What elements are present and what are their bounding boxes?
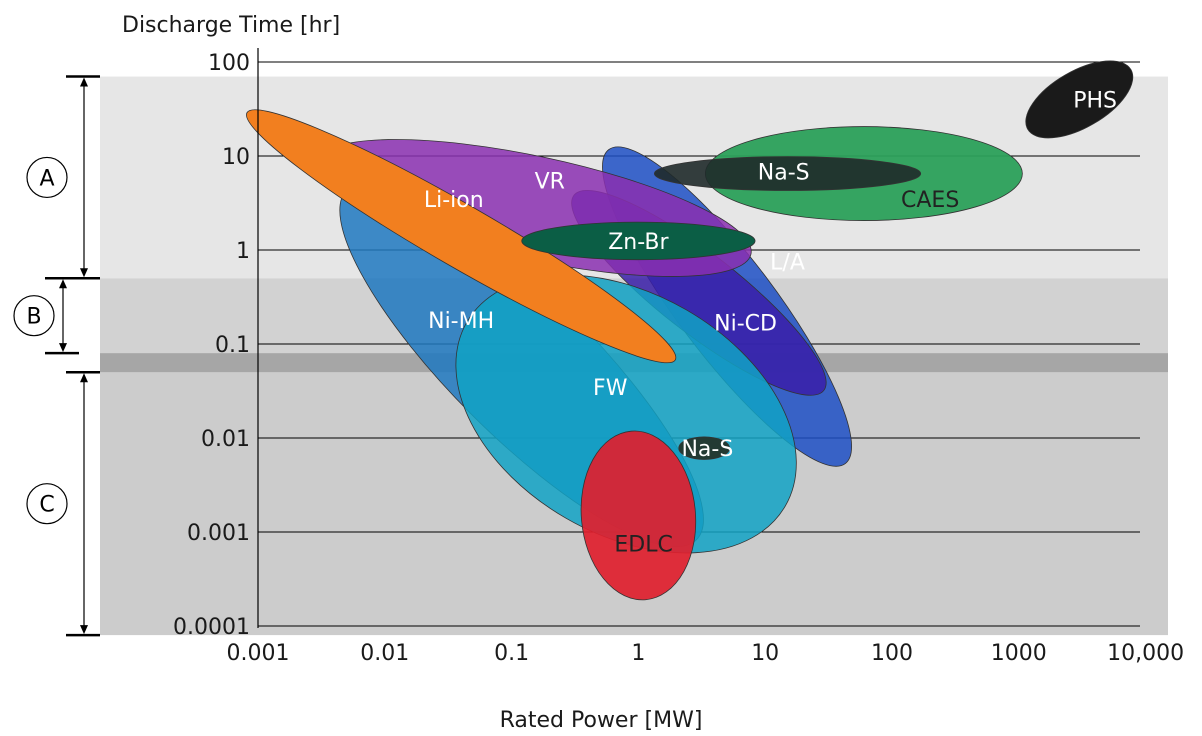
band-a-arrowhead-up <box>80 77 88 87</box>
band-b-arrowhead-up <box>59 279 67 289</box>
x-tick-label-5: 100 <box>871 641 913 666</box>
band-a-letter: A <box>39 166 54 191</box>
band-b-arrowhead-down <box>59 343 67 353</box>
band-a-circle <box>26 156 68 199</box>
x-axis-title: Rated Power [MW] <box>500 708 703 733</box>
y-tick-label-6: 100 <box>208 51 250 76</box>
band-c-circle <box>26 483 68 525</box>
y-tick-label-2: 0.01 <box>201 427 250 452</box>
x-tick-label-6: 1000 <box>991 641 1047 666</box>
region-label-edlc-4: EDLC <box>614 533 672 558</box>
band-b-letter: B <box>26 305 41 330</box>
y-tick-label-5: 10 <box>222 145 250 170</box>
band-c-arrowhead-down <box>80 625 88 635</box>
region-na-s-10 <box>653 156 922 191</box>
x-tick-label-2: 0.1 <box>494 641 529 666</box>
x-tick-label-1: 0.01 <box>360 641 409 666</box>
region-label-vr-6: VR <box>535 169 565 194</box>
band-indicators: A B C <box>13 75 100 637</box>
band-c-letter: C <box>39 493 54 518</box>
y-tick-label-4: 1 <box>236 239 250 264</box>
region-label-ni-mh-0: Ni-MH <box>428 309 494 334</box>
region-labels: Ni-MH L/A Ni-CD FW EDLC Na-S VR Li-ion Zn-Br CAES… <box>424 88 1117 557</box>
region-label-l-a-1: L/A <box>770 251 805 276</box>
region-label-fw-3: FW <box>593 376 628 401</box>
y-axis-title: Discharge Time [hr] <box>122 13 340 38</box>
band-a-arrowhead-down <box>80 268 88 278</box>
band-c-arrowhead-up <box>80 373 88 383</box>
y-tick-label-0: 0.0001 <box>173 615 250 640</box>
y-tick-label-1: 0.001 <box>187 521 250 546</box>
region-label-caes-9: CAES <box>901 188 959 213</box>
ticks-layer: 0.001 0.01 0.1 1 10 100 1000 10,0000.00010.0010… <box>173 51 1184 666</box>
y-tick-label-3: 0.1 <box>215 333 250 358</box>
region-label-phs-11: PHS <box>1073 88 1117 113</box>
x-tick-label-3: 1 <box>631 641 645 666</box>
region-na-s-5 <box>678 436 730 460</box>
x-tick-label-4: 10 <box>751 641 779 666</box>
region-zn-br-8 <box>521 221 756 261</box>
region-label-na-s-10: Na-S <box>758 161 810 186</box>
region-edlc-4 <box>580 430 697 601</box>
x-tick-label-7: 10,000 <box>1107 641 1184 666</box>
region-phs-11 <box>1025 60 1134 139</box>
x-tick-label-0: 0.001 <box>227 641 290 666</box>
region-label-li-ion-7: Li-ion <box>424 188 484 213</box>
region-li-ion-7 <box>246 109 677 364</box>
regions-layer <box>246 60 1134 601</box>
region-label-zn-br-8: Zn-Br <box>608 230 669 255</box>
region-label-ni-cd-2: Ni-CD <box>714 311 777 336</box>
region-fw-3 <box>455 274 797 554</box>
region-label-na-s-5: Na-S <box>681 437 733 462</box>
band-b-circle <box>13 295 55 337</box>
